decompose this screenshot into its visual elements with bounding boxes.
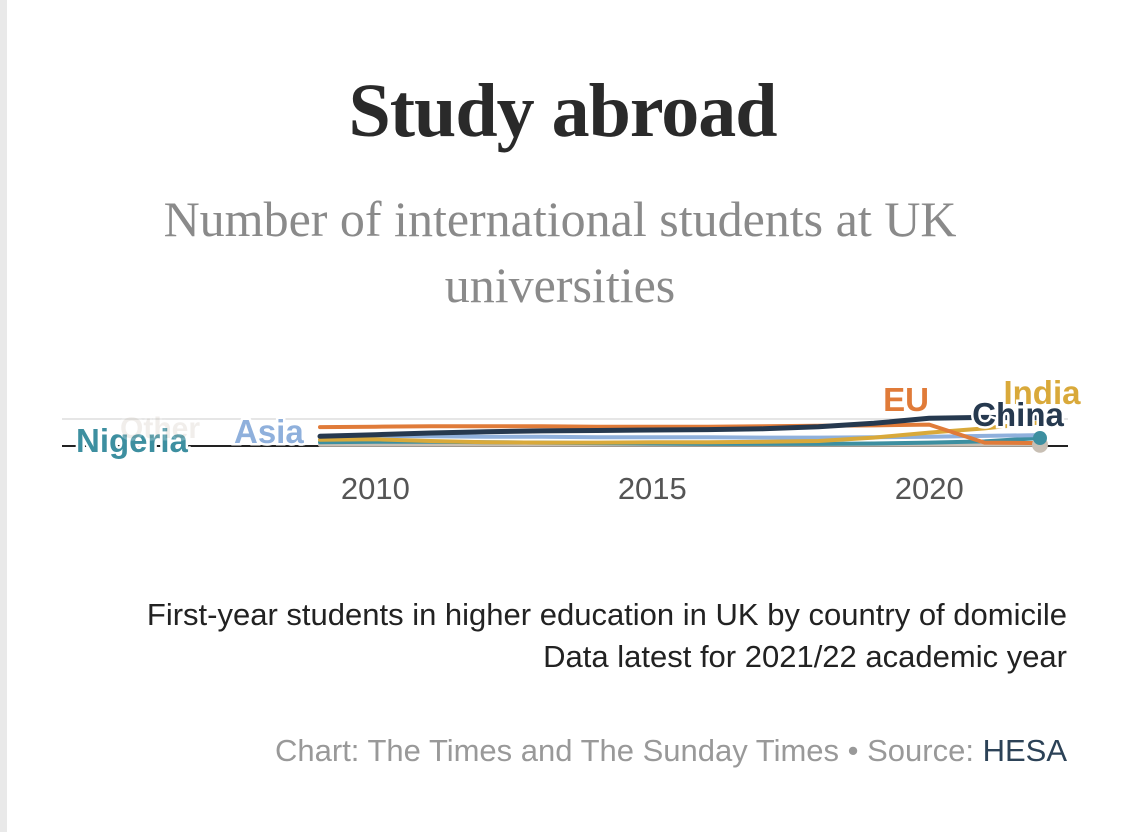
x-tick-label: 2015 <box>618 471 687 506</box>
series-line-asia <box>318 433 1042 440</box>
left-border <box>0 0 7 832</box>
source-link[interactable]: HESA <box>982 733 1067 768</box>
series-label-asia: Asia <box>234 413 304 450</box>
end-dot-nigeria <box>1033 431 1047 446</box>
series-line-eu <box>318 422 1042 446</box>
source-label: Source: <box>867 733 983 768</box>
series-line-india <box>318 420 1042 445</box>
series-label-india: India <box>1003 374 1081 411</box>
series-line-china <box>317 414 1043 439</box>
data-note: Data latest for 2021/22 academic year <box>543 639 1067 674</box>
series-label-nigeria: Nigeria <box>76 422 189 459</box>
series-label-china: China <box>972 396 1064 433</box>
x-tick-label: 2010 <box>341 471 410 506</box>
chart-title: Study abroad <box>348 69 777 153</box>
chart-subtitle: Number of international students at UK u… <box>163 191 957 313</box>
chart-description: First-year students in higher education … <box>107 594 1067 678</box>
chart-credit: Chart: The Times and The Sunday Times • … <box>275 733 1067 769</box>
credit-separator: • <box>839 733 868 768</box>
credit-text: Chart: The Times and The Sunday Times <box>275 733 840 768</box>
series-label-other: Other <box>120 412 200 445</box>
x-tick-label: 2020 <box>895 471 964 506</box>
series-label-eu: EU <box>883 381 929 418</box>
description-text: First-year students in higher education … <box>146 597 1067 632</box>
